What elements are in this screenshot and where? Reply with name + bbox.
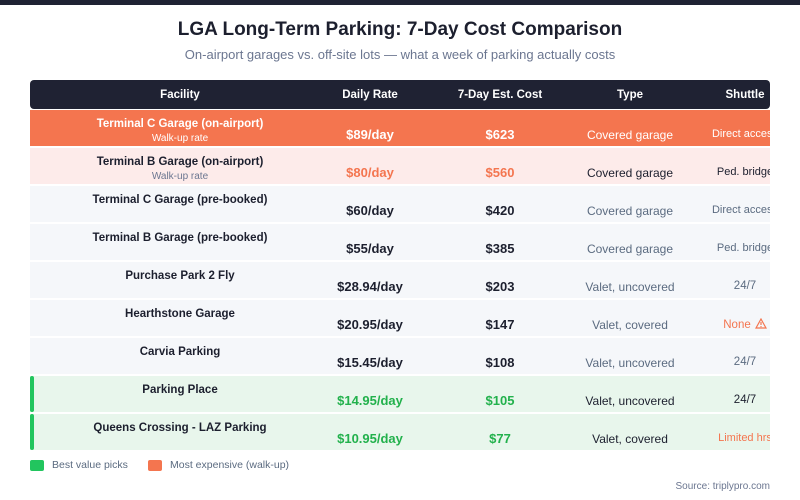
- column-header: Facility: [160, 89, 200, 101]
- cell-cost: $77: [489, 431, 511, 446]
- facility-note: Walk-up rate: [151, 133, 209, 144]
- table-row: Terminal C Garage (pre-booked) $60/day $42…: [30, 186, 770, 222]
- cell-shuttle: Ped. bridge: [716, 166, 770, 178]
- warning-icon: [754, 317, 767, 329]
- source: Source: triplypro.com: [675, 481, 770, 492]
- cell-rate: $89/day: [346, 127, 394, 142]
- facility: Terminal C Garage (on-airport): [96, 118, 264, 130]
- cell-cost: $203: [485, 279, 515, 294]
- facility: Purchase Park 2 Fly: [125, 270, 235, 282]
- cell-shuttle: 24/7: [733, 394, 757, 406]
- cell-rate: $60/day: [346, 203, 394, 218]
- facility: Parking Place: [142, 384, 218, 396]
- table-row: Carvia Parking $15.45/day $108 Valet, uncov…: [30, 338, 770, 374]
- cell-rate: $20.95/day: [337, 317, 403, 332]
- column-header: Type: [617, 89, 643, 101]
- cell-shuttle: Ped. bridge: [716, 242, 770, 254]
- cell-cost: $623: [485, 127, 515, 142]
- table-row: Queens Crossing - LAZ Parking $10.95/day $…: [30, 414, 770, 450]
- cell-cost: $560: [485, 165, 515, 180]
- cell-type: Covered garage: [586, 204, 674, 218]
- title: LGA Long-Term Parking: 7-Day Cost Compar…: [177, 19, 623, 40]
- facility: Hearthstone Garage: [125, 308, 235, 320]
- table: Facility Daily Rate 7-Day Est. Cost Type Shu…: [30, 80, 770, 454]
- cell-rate: $80/day: [346, 165, 394, 180]
- column-header: 7-Day Est. Cost: [457, 89, 543, 101]
- cell-cost: $108: [485, 355, 515, 370]
- best-marker: [30, 414, 34, 450]
- table-row: Terminal B Garage (pre-booked) $55/day $38…: [30, 224, 770, 260]
- cell-shuttle: None: [700, 317, 770, 331]
- cell-rate: $14.95/day: [337, 393, 403, 408]
- cell-type: Covered garage: [586, 166, 674, 180]
- cell-type: Valet, uncovered: [585, 356, 675, 370]
- cell-cost: $105: [485, 393, 515, 408]
- facility: Terminal B Garage (pre-booked): [92, 232, 268, 244]
- table-row: Hearthstone Garage $20.95/day $147 Valet, c…: [30, 300, 770, 336]
- cell-shuttle: 24/7: [733, 356, 757, 368]
- facility: Terminal B Garage (on-airport): [96, 156, 264, 168]
- cell-rate: $55/day: [346, 241, 394, 256]
- cell-type: Covered garage: [586, 128, 674, 142]
- legend-swatch: [30, 460, 44, 471]
- cell-rate: $28.94/day: [337, 279, 403, 294]
- cell-shuttle: Direct access: [711, 204, 770, 216]
- table-row: Parking Place $14.95/day $105 Valet, uncove…: [30, 376, 770, 412]
- cell-type: Valet, uncovered: [585, 394, 675, 408]
- facility: Terminal C Garage (pre-booked): [92, 194, 268, 206]
- cell-type: Valet, uncovered: [585, 280, 675, 294]
- cell-cost: $147: [485, 317, 515, 332]
- cell-type: Valet, covered: [592, 318, 668, 332]
- legend-label: Most expensive (walk-up): [170, 459, 290, 471]
- facility: Carvia Parking: [139, 346, 221, 358]
- cell-cost: $385: [485, 241, 515, 256]
- cell-rate: $10.95/day: [337, 431, 403, 446]
- facility: Queens Crossing - LAZ Parking: [93, 422, 267, 434]
- table-row: Purchase Park 2 Fly $28.94/day $203 Valet, …: [30, 262, 770, 298]
- cell-type: Covered garage: [586, 242, 674, 256]
- subtitle: On-airport garages vs. off-site lots — w…: [184, 47, 616, 62]
- table-row: Terminal B Garage (on-airport) Walk-up ra…: [30, 148, 770, 184]
- legend-swatch: [148, 460, 162, 471]
- cell-type: Valet, covered: [592, 432, 668, 446]
- cell-rate: $15.45/day: [337, 355, 403, 370]
- legend-label: Best value picks: [52, 459, 128, 471]
- cell-cost: $420: [485, 203, 515, 218]
- table-row: Terminal C Garage (on-airport) Walk-up ra…: [30, 110, 770, 146]
- column-header: Daily Rate: [342, 89, 398, 101]
- top-bar: [0, 0, 800, 5]
- cell-shuttle: Limited hrs: [718, 432, 770, 444]
- column-header: Shuttle: [725, 89, 765, 101]
- cell-shuttle: Direct access: [711, 128, 770, 140]
- header-row: [30, 80, 770, 109]
- cell-shuttle: 24/7: [733, 280, 757, 292]
- facility-note: Walk-up rate: [151, 171, 209, 182]
- best-marker: [30, 376, 34, 412]
